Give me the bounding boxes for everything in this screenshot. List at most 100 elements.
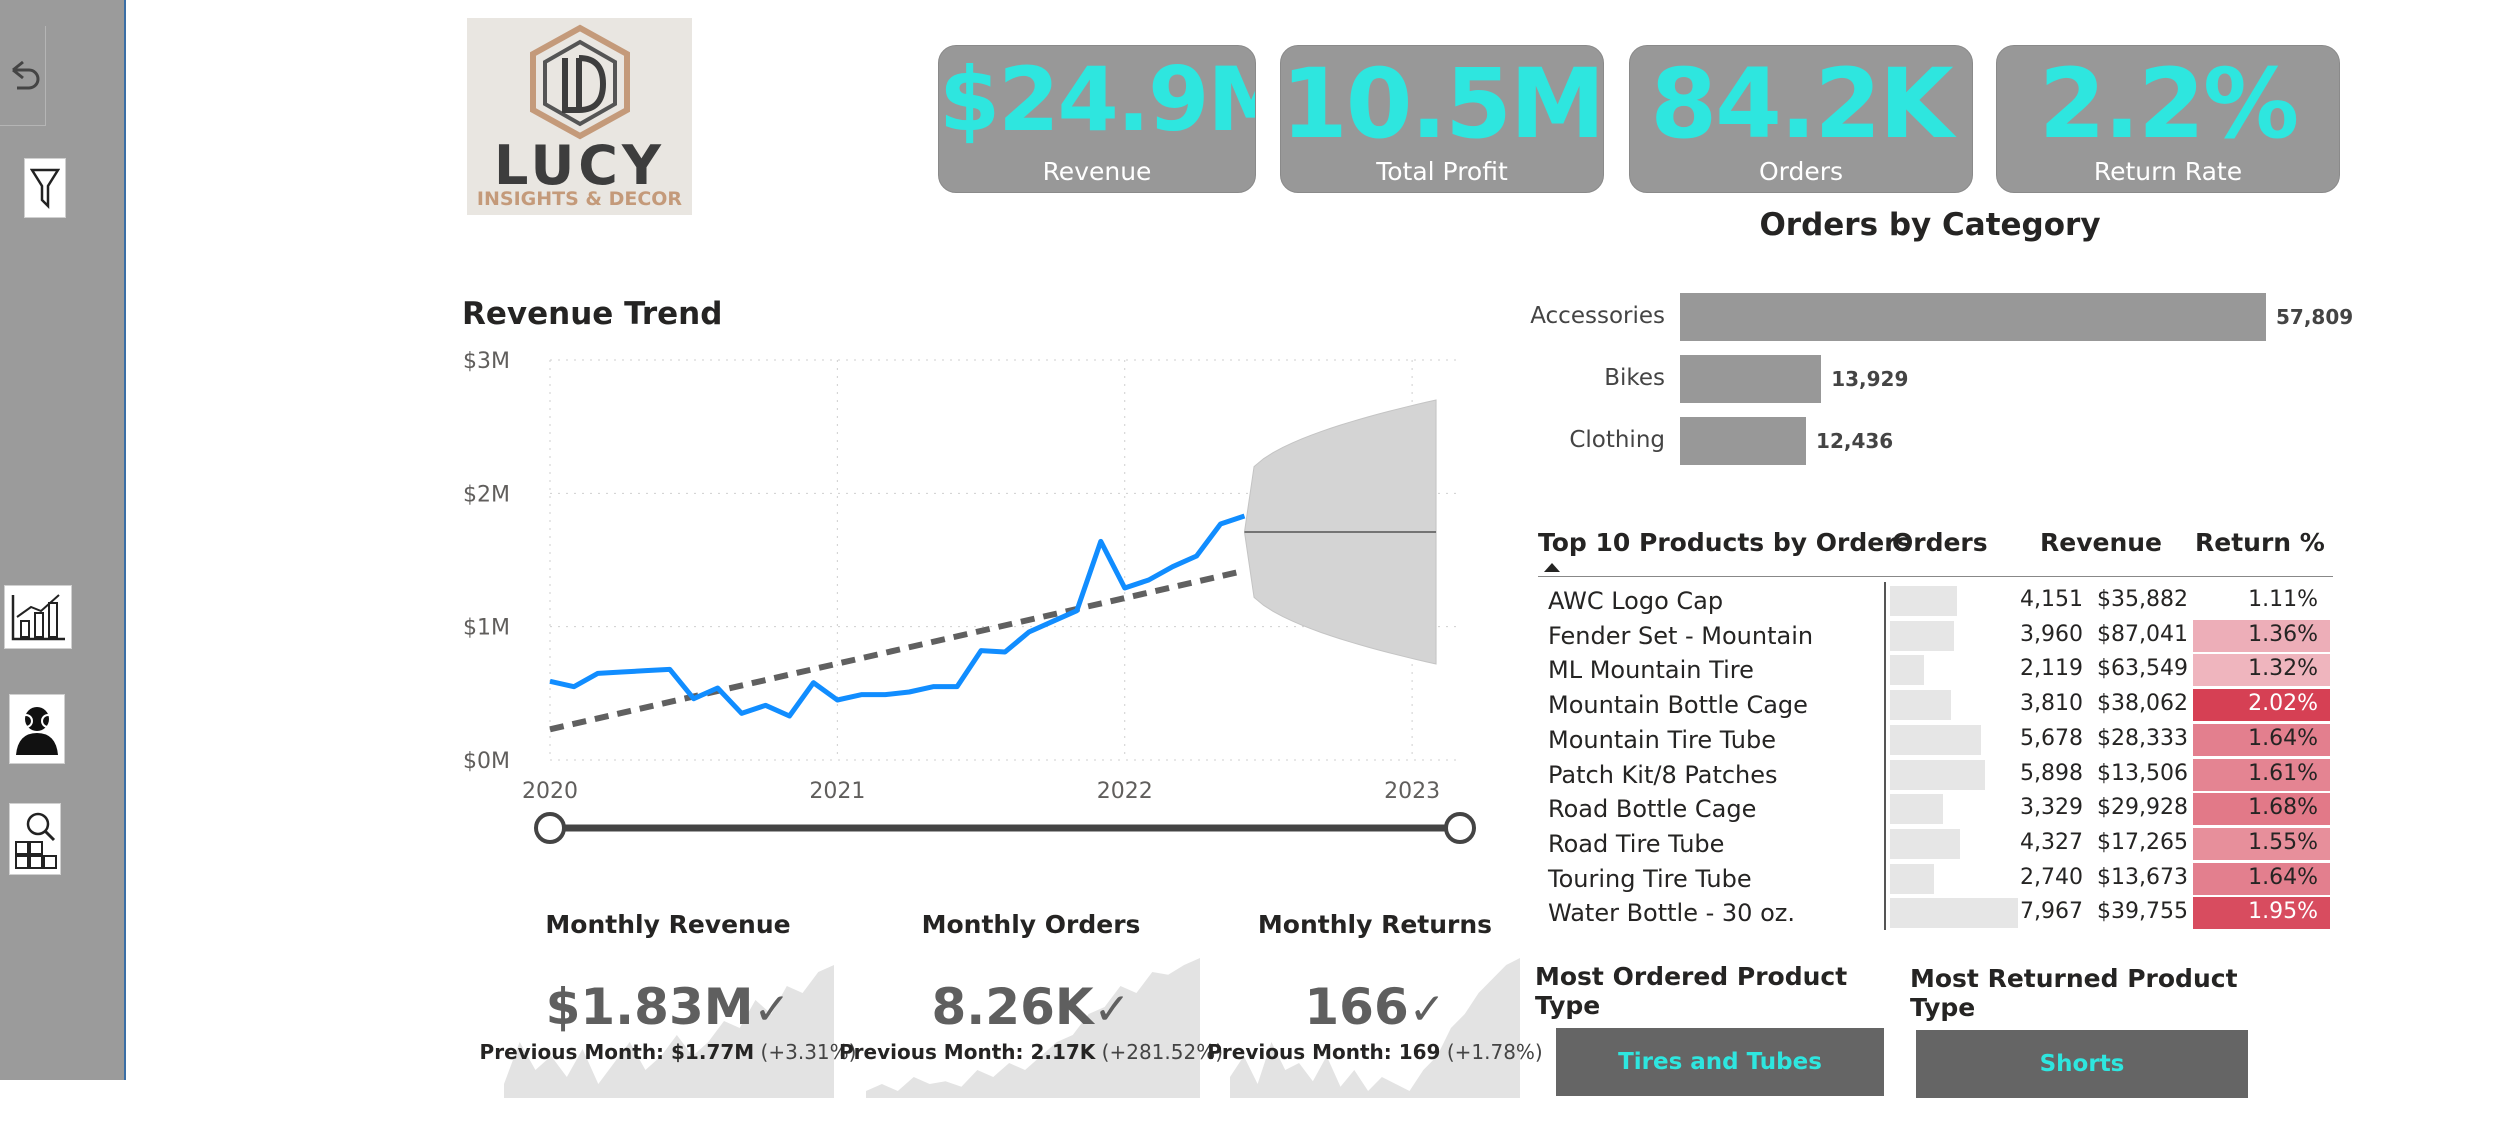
- product-revenue: $13,673: [2097, 864, 2188, 890]
- header-product[interactable]: Top 10 Products by Orders: [1538, 528, 1912, 557]
- product-return-rate: 1.61%: [2193, 758, 2330, 791]
- kpi-profit-label: Total Profit: [1376, 157, 1508, 186]
- table-row[interactable]: Road Tire Tube 4,327 $17,265 1.55%: [1538, 827, 2333, 861]
- product-orders: 2,119: [2020, 656, 2083, 682]
- product-return-rate: 2.02%: [2193, 689, 2330, 722]
- revenue-trend-title: Revenue Trend: [462, 296, 723, 332]
- orders-data-bar: [1890, 620, 1954, 651]
- category-value-label: 12,436: [1816, 429, 1894, 453]
- table-row[interactable]: ML Mountain Tire 2,119 $63,549 1.32%: [1538, 653, 2333, 687]
- header-return[interactable]: Return %: [2195, 528, 2325, 557]
- monthly-card-previous: Previous Month: 2.17K (+281.52%): [811, 1040, 1251, 1064]
- kpi-revenue-card[interactable]: $24.9M Revenue: [938, 45, 1256, 193]
- table-column-divider: [1884, 582, 1886, 930]
- product-revenue: $87,041: [2097, 621, 2188, 647]
- table-row[interactable]: Fender Set - Mountain 3,960 $87,041 1.36%: [1538, 619, 2333, 653]
- product-revenue: $38,062: [2097, 691, 2188, 717]
- kpi-return-rate-value: 2.2%: [2038, 48, 2299, 160]
- product-orders: 5,678: [2020, 725, 2083, 751]
- product-revenue: $63,549: [2097, 656, 2188, 682]
- orders-data-bar: [1890, 724, 1982, 755]
- y-tick-label: $0M: [463, 749, 510, 774]
- product-orders: 5,898: [2020, 760, 2083, 786]
- previous-month-label: Previous Month: $1.77M: [479, 1040, 755, 1064]
- product-return-rate: 1.64%: [2193, 862, 2330, 895]
- back-arrow-icon[interactable]: [0, 26, 46, 126]
- trend-line: [549, 567, 1246, 733]
- product-return-rate: 1.11%: [2248, 587, 2318, 612]
- previous-month-change: (+1.78%): [1446, 1040, 1543, 1064]
- table-row[interactable]: Mountain Tire Tube 5,678 $28,333 1.64%: [1538, 723, 2333, 757]
- category-label: Bikes: [1604, 365, 1665, 391]
- range-slider-start-handle[interactable]: [534, 812, 566, 844]
- product-revenue: $17,265: [2097, 829, 2188, 855]
- product-return-rate: 1.95%: [2193, 897, 2330, 930]
- kpi-orders-value: 84.2K: [1650, 48, 1953, 160]
- kpi-profit-card[interactable]: 10.5M Total Profit: [1280, 45, 1604, 193]
- monthly-card-value: 8.26K: [931, 978, 1094, 1036]
- table-row[interactable]: Mountain Bottle Cage 3,810 $38,062 2.02%: [1538, 688, 2333, 722]
- product-orders: 3,960: [2020, 621, 2083, 647]
- category-bar[interactable]: [1680, 293, 2266, 341]
- checkmark-icon: ✓: [753, 984, 791, 1035]
- orders-data-bar: [1890, 898, 2018, 929]
- product-name: Road Bottle Cage: [1548, 795, 1757, 824]
- most-ordered-type-title: Most Ordered Product Type: [1535, 962, 1848, 1020]
- sort-ascending-icon: [1544, 563, 1560, 572]
- revenue-trend-chart: $0M $1M $2M $3M 2020 2021 2022 2023: [463, 349, 1476, 844]
- product-name: Patch Kit/8 Patches: [1548, 760, 1778, 789]
- most-returned-type-title: Most Returned Product Type: [1910, 964, 2238, 1022]
- range-slider-end-handle[interactable]: [1444, 812, 1476, 844]
- product-orders: 4,151: [2020, 587, 2083, 612]
- orders-data-bar: [1890, 794, 1944, 825]
- y-tick-label: $2M: [463, 482, 510, 507]
- category-bar[interactable]: [1680, 417, 1807, 465]
- logo-tagline: INSIGHTS & DECOR: [476, 188, 683, 210]
- filter-icon[interactable]: [24, 158, 66, 218]
- table-row[interactable]: Patch Kit/8 Patches 5,898 $13,506 1.61%: [1538, 758, 2333, 792]
- product-orders: 4,327: [2020, 829, 2083, 855]
- product-search-icon[interactable]: [9, 803, 61, 875]
- x-tick-label: 2022: [1097, 779, 1153, 804]
- product-name: Mountain Tire Tube: [1548, 725, 1776, 754]
- monthly-card-value: $1.83M: [545, 978, 754, 1036]
- product-orders: 7,967: [2020, 899, 2083, 925]
- orders-data-bar: [1890, 586, 1957, 616]
- orders-data-bar: [1890, 759, 1985, 790]
- growth-chart-icon[interactable]: [4, 585, 72, 649]
- table-header-divider: [1538, 576, 2333, 577]
- table-row[interactable]: AWC Logo Cap 4,151 $35,882 1.11%: [1538, 584, 2333, 618]
- customer-icon[interactable]: [9, 694, 65, 764]
- revenue-series-line[interactable]: [549, 513, 1246, 719]
- header-revenue[interactable]: Revenue: [2040, 528, 2163, 557]
- checkmark-icon: ✓: [1093, 984, 1131, 1035]
- most-ordered-type-card[interactable]: Tires and Tubes: [1556, 1028, 1884, 1096]
- product-return-rate: 1.36%: [2193, 619, 2330, 652]
- monthly-card-previous: Previous Month: $1.77M (+3.31%): [448, 1040, 888, 1064]
- category-bar[interactable]: [1680, 355, 1822, 403]
- y-tick-label: $3M: [463, 349, 510, 374]
- y-tick-label: $1M: [463, 616, 510, 641]
- previous-month-change: (+281.52%): [1101, 1040, 1224, 1064]
- orders-by-category-title: Orders by Category: [1759, 207, 2101, 243]
- sparkline-path: [504, 965, 834, 1098]
- header-orders[interactable]: Orders: [1892, 528, 1988, 557]
- previous-month-label: Previous Month: 2.17K: [838, 1040, 1096, 1064]
- product-orders: 2,740: [2020, 864, 2083, 890]
- most-returned-type-card[interactable]: Shorts: [1916, 1030, 2248, 1098]
- logo-mark-icon: [530, 24, 630, 140]
- monthly-card-value-row: 166✓: [1175, 978, 1575, 1036]
- product-orders: 3,329: [2020, 795, 2083, 821]
- table-row[interactable]: Water Bottle - 30 oz. 7,967 $39,755 1.95%: [1538, 896, 2333, 930]
- table-row[interactable]: Touring Tire Tube 2,740 $13,673 1.64%: [1538, 862, 2333, 896]
- kpi-orders-card[interactable]: 84.2K Orders: [1629, 45, 1973, 193]
- sparkline-area: [1230, 958, 1520, 1098]
- orders-data-bar: [1890, 828, 1960, 859]
- table-row[interactable]: Road Bottle Cage 3,329 $29,928 1.68%: [1538, 792, 2333, 826]
- product-revenue: $29,928: [2097, 795, 2188, 821]
- product-return-rate: 1.32%: [2193, 654, 2330, 687]
- kpi-return-rate-card[interactable]: 2.2% Return Rate: [1996, 45, 2340, 193]
- kpi-revenue-value: $24.9M: [939, 48, 1255, 151]
- orders-data-bar: [1890, 690, 1952, 721]
- nav-sidebar: [0, 0, 126, 1080]
